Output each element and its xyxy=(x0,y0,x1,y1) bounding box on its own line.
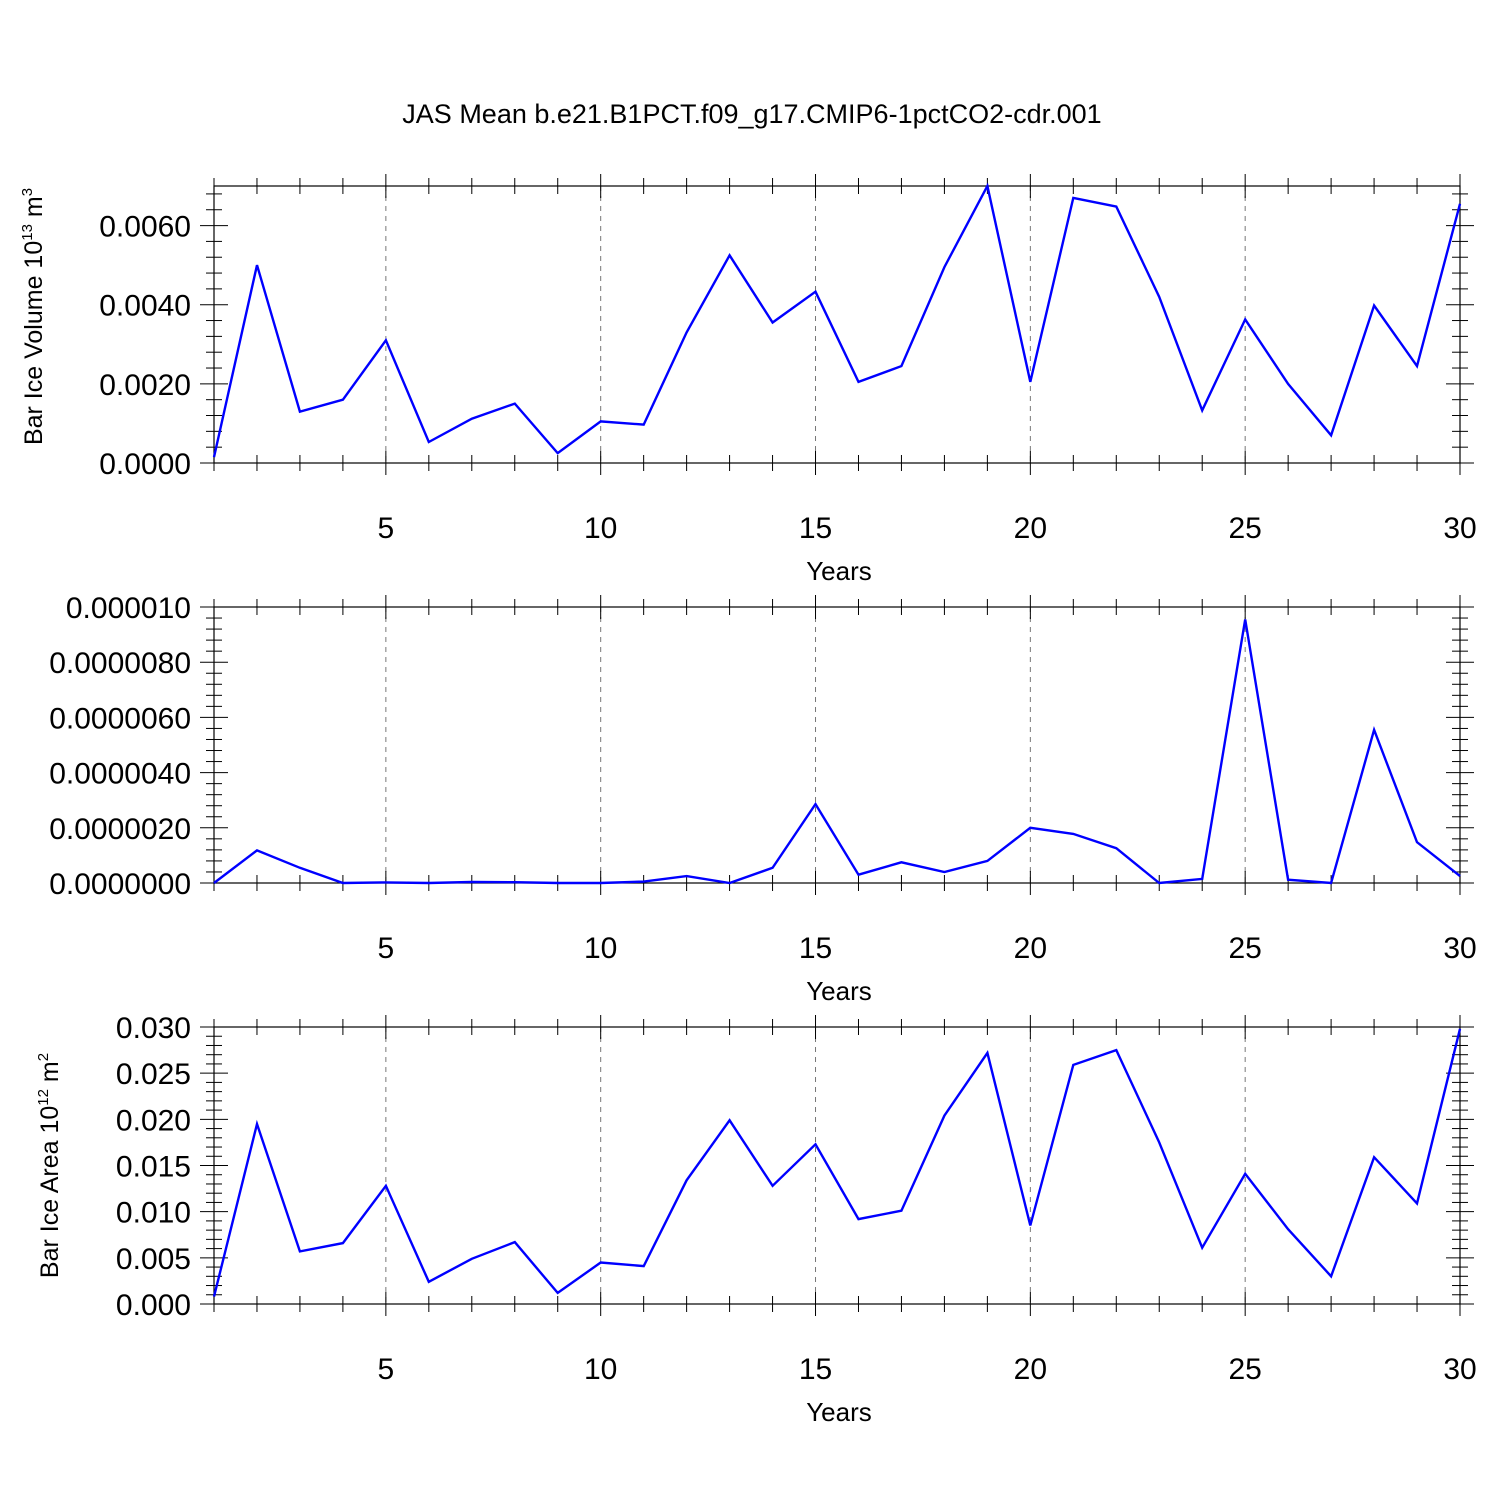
y-axis-label: Bar Ice Area 1012 m2 xyxy=(35,1053,64,1278)
x-tick-label: 30 xyxy=(1443,1353,1476,1386)
x-tick-label: 15 xyxy=(799,1353,832,1386)
x-tick-label: 25 xyxy=(1228,932,1261,965)
y-tick-label: 0.000010 xyxy=(66,592,191,625)
x-tick-label: 5 xyxy=(378,512,395,545)
y-tick-label: 0.0020 xyxy=(99,369,191,402)
x-tick-label: 25 xyxy=(1228,1353,1261,1386)
y-axis-label: Bar Ice Volume 1013 m3 xyxy=(19,188,48,445)
x-axis-label: Years xyxy=(806,556,872,586)
y-axis-label-superscript: 2 xyxy=(35,1053,52,1061)
x-tick-label: 5 xyxy=(378,932,395,965)
y-axis-label-part: Bar Ice Area 10 xyxy=(36,1106,64,1278)
x-tick-label: 30 xyxy=(1443,512,1476,545)
panel-2: 5 10 15 20 25 30 0.0000000 0.0000020 0.0000040 0.… xyxy=(49,592,1477,1006)
y-tick-label: 0.000 xyxy=(116,1289,191,1322)
panel-3: 5 10 15 20 25 30 0.000 0.005 0.010 0.015 0.020 0.02… xyxy=(35,1012,1477,1427)
plot-frame xyxy=(213,1026,1461,1305)
y-tick-label: 0.025 xyxy=(116,1058,191,1091)
y-axis-label-superscript: 3 xyxy=(19,188,36,196)
chart-title: JAS Mean b.e21.B1PCT.f09_g17.CMIP6-1pctC… xyxy=(402,99,1101,129)
x-tick-label: 15 xyxy=(799,512,832,545)
y-tick-label: 0.005 xyxy=(116,1243,191,1276)
y-tick-label: 0.0040 xyxy=(99,290,191,323)
x-tick-label: 10 xyxy=(584,932,617,965)
y-tick-label: 0.0060 xyxy=(99,211,191,244)
panels: 5 10 15 20 25 300.00000.00200.00400.0060Years… xyxy=(19,174,1477,1427)
data-series-line xyxy=(212,182,1462,458)
y-tick-label: 0.010 xyxy=(116,1197,191,1230)
y-axis-label-part: m xyxy=(20,196,48,224)
x-tick-label: 15 xyxy=(799,932,832,965)
y-tick-label: 0.020 xyxy=(116,1104,191,1137)
y-tick-label: 0.015 xyxy=(116,1151,191,1184)
y-tick-label: 0.0000000 xyxy=(49,868,191,901)
y-tick-label: 0.0000060 xyxy=(49,702,191,735)
y-tick-label: 0.0000 xyxy=(99,448,191,481)
x-tick-label: 30 xyxy=(1443,932,1476,965)
x-tick-label: 10 xyxy=(584,512,617,545)
y-tick-label: 0.0000040 xyxy=(49,758,191,791)
x-axis-label: Years xyxy=(806,976,872,1006)
x-tick-label: 10 xyxy=(584,1353,617,1386)
x-tick-label: 20 xyxy=(1014,512,1047,545)
x-tick-label: 20 xyxy=(1014,1353,1047,1386)
x-tick-label: 25 xyxy=(1228,512,1261,545)
y-tick-label: 0.0000080 xyxy=(49,647,191,680)
y-tick-label: 0.0000020 xyxy=(49,813,191,846)
data-series-line xyxy=(213,619,1461,885)
y-axis-label-superscript: 12 xyxy=(35,1089,52,1106)
y-axis-label-superscript: 13 xyxy=(19,224,36,241)
panel-1: 5 10 15 20 25 30 0.0000 0.0020 0.0040 0.0060 Years… xyxy=(19,174,1477,586)
y-axis-label-part: m xyxy=(36,1061,64,1089)
data-series-line xyxy=(212,1028,1462,1297)
x-tick-label: 5 xyxy=(378,1353,395,1386)
plot-frame xyxy=(213,606,1461,884)
x-axis-label: Years xyxy=(806,1397,872,1427)
y-tick-label: 0.030 xyxy=(116,1012,191,1045)
plot-frame xyxy=(213,185,1461,464)
y-axis-label-part: Bar Ice Volume 10 xyxy=(20,241,48,445)
x-tick-label: 20 xyxy=(1014,932,1047,965)
